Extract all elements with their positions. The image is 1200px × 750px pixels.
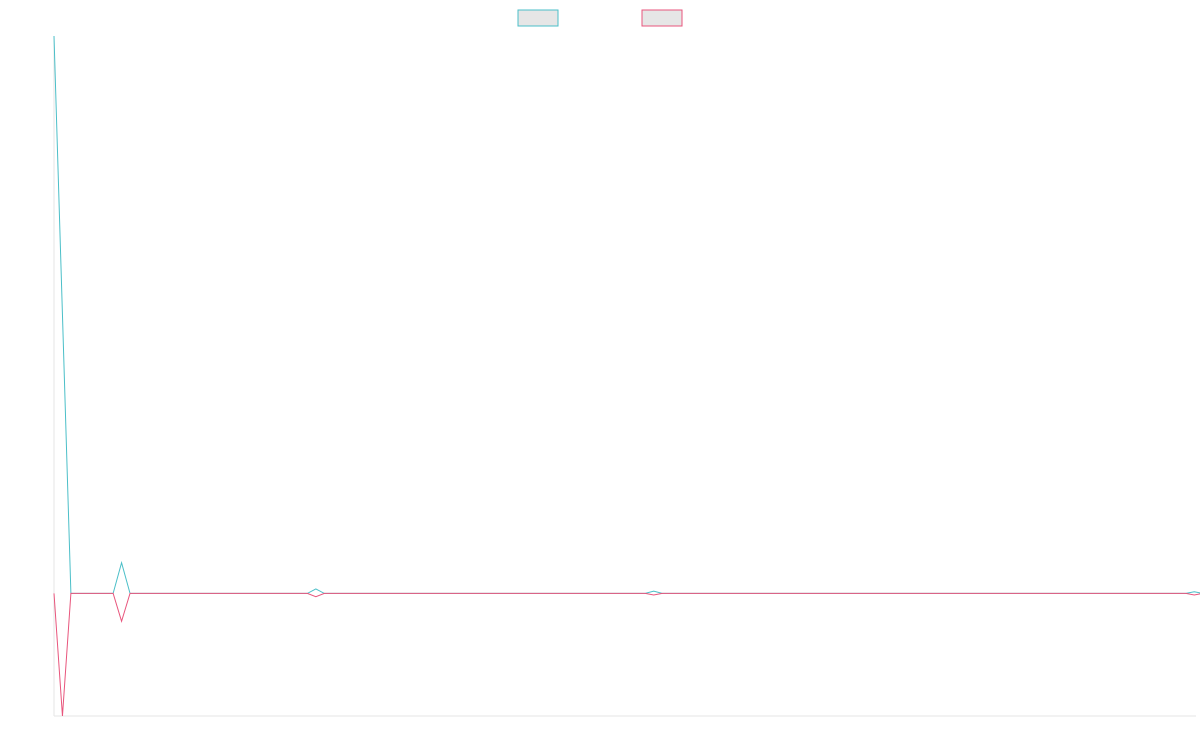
legend-swatch-series-1[interactable] — [517, 9, 559, 27]
legend-swatch-series-2[interactable] — [641, 9, 683, 27]
series-line-2 — [53, 592, 1200, 717]
series-layer — [53, 35, 1200, 717]
legend[interactable] — [517, 9, 683, 27]
series-line-1 — [53, 35, 1200, 594]
axes — [53, 36, 1196, 717]
